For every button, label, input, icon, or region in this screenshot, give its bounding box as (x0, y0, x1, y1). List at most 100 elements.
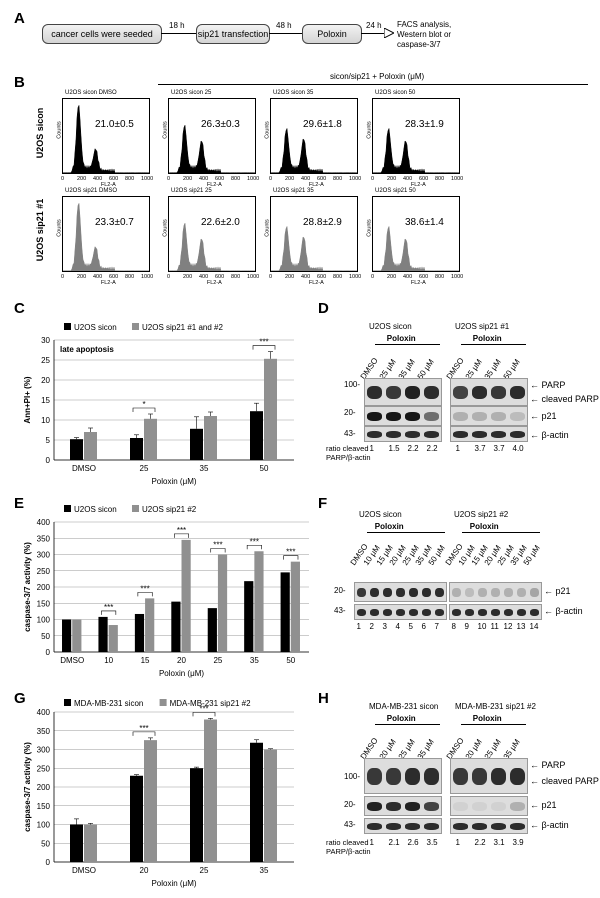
panel-label-a: A (14, 10, 25, 27)
bar (290, 561, 300, 652)
histogram-ylabel: Counts (56, 121, 63, 139)
blot-marker: 100- (344, 772, 361, 781)
x-tick-label: 10 (104, 656, 113, 665)
arrow-head-icon (384, 28, 394, 38)
histogram-title: U2OS sicon 25 (171, 90, 212, 96)
ratio-value: 3.7 (474, 444, 486, 453)
lane-number: 5 (408, 622, 413, 631)
y-tick-label: 300 (37, 746, 51, 755)
y-tick-label: 400 (37, 708, 51, 717)
histogram-xtick: 600 (109, 274, 119, 280)
blot-band (530, 608, 539, 616)
y-tick-label: 100 (37, 821, 51, 830)
ratio-value: 2.6 (407, 838, 419, 847)
histogram-title: U2OS sip21 25 (171, 188, 212, 194)
blot-band (491, 801, 506, 811)
significance-bracket (174, 533, 189, 538)
blot-band (491, 587, 500, 597)
blot-band-label: ← PARP (530, 760, 566, 770)
bar (134, 613, 145, 652)
bar (62, 619, 72, 652)
blot-band (472, 822, 487, 830)
histogram-ylabel: Counts (264, 121, 271, 139)
y-tick-label: 0 (46, 648, 51, 657)
blot-marker: 43- (344, 429, 356, 438)
lane-number: 14 (529, 622, 539, 631)
blot-band (424, 822, 439, 830)
bar (144, 740, 157, 862)
blot-strip (450, 818, 528, 834)
bar (108, 625, 118, 652)
blot-band (453, 385, 468, 399)
histogram-value: 28.8±2.9 (303, 217, 342, 228)
blot-band (465, 608, 474, 616)
bar (130, 438, 143, 460)
blot-band (478, 608, 487, 616)
histogram-value: 23.3±0.7 (95, 217, 134, 228)
blot-band (367, 767, 382, 785)
histogram-xtick: 1000 (247, 176, 260, 182)
blot-marker: 20- (334, 586, 346, 595)
lane-number: 8 (451, 622, 456, 631)
facs-histogram: U2OS sicon 35 29.6±1.8 Counts FL2-A 0 200 400 6… (265, 90, 362, 188)
blot-band (510, 430, 525, 438)
facs-histogram: U2OS sicon 50 28.3±1.9 Counts FL2-A 0 200 400 6… (367, 90, 464, 188)
histogram-xtick: 1000 (141, 274, 154, 280)
histogram-trace (63, 104, 149, 173)
bar (84, 824, 97, 862)
western-blot-h: MDA-MB-231 sicon Poloxin MDA-MB-231 sip21 … (326, 700, 600, 890)
legend-swatch (64, 505, 71, 512)
histogram-xtick: 800 (333, 176, 343, 182)
histogram-xtick: 800 (231, 176, 241, 182)
significance-bracket (132, 407, 156, 412)
bar (72, 619, 82, 652)
y-tick-label: 25 (41, 356, 50, 365)
blot-band (422, 608, 431, 616)
significance-bracket (283, 555, 299, 560)
blot-strip (364, 758, 442, 794)
blot-band (452, 587, 461, 597)
blot-band (530, 587, 539, 597)
x-tick-label: 25 (140, 464, 149, 473)
ratio-value: 1 (369, 444, 374, 453)
blot-marker: 43- (334, 606, 346, 615)
blot-strip (354, 582, 447, 602)
blot-band (472, 430, 487, 438)
histogram-ylabel: Counts (162, 219, 169, 237)
ratio-label: ratio cleaved PARP/β-actin (326, 838, 371, 856)
lane-number: 10 (477, 622, 487, 631)
y-tick-label: 150 (37, 599, 51, 608)
histogram-xtick: 0 (269, 176, 273, 182)
bar (98, 616, 108, 652)
blot-band (367, 430, 382, 438)
histogram-value: 38.6±1.4 (405, 217, 444, 228)
significance-bracket (192, 712, 216, 717)
bar (70, 824, 83, 862)
blot-band (472, 767, 487, 785)
histogram-xtick: 400 (301, 176, 311, 182)
histogram-fill (169, 124, 255, 173)
y-tick-label: 350 (37, 534, 51, 543)
y-tick-label: 0 (46, 858, 51, 867)
blot-poloxin-label: Poloxin (472, 714, 502, 723)
significance-label: *** (104, 603, 113, 612)
significance-bracket (137, 592, 153, 597)
ratio-value: 2.2 (474, 838, 486, 847)
blot-band (517, 608, 526, 616)
x-axis-label: Poloxin (μM) (151, 477, 196, 486)
histogram-xtick: 1000 (451, 176, 464, 182)
panel-label-c: C (14, 300, 25, 317)
y-tick-label: 100 (37, 616, 51, 625)
histogram-xtick: 0 (371, 274, 375, 280)
histogram-value: 29.6±1.8 (303, 119, 342, 130)
ratio-value: 2.2 (407, 444, 419, 453)
interval-3: 24 h (366, 21, 382, 30)
histogram-xtick: 400 (403, 274, 413, 280)
blot-poloxin-label: Poloxin (469, 522, 499, 531)
significance-label: *** (139, 724, 148, 733)
legend-label: U2OS sicon (74, 505, 117, 514)
histogram-xtick: 600 (317, 274, 327, 280)
blot-band (422, 587, 431, 597)
blot-band-label: ← PARP (530, 380, 566, 390)
chart-caspase-u2os: 0 50 100 150 200 250 300 350 400 U2OS sicon U2OS s… (23, 505, 309, 678)
